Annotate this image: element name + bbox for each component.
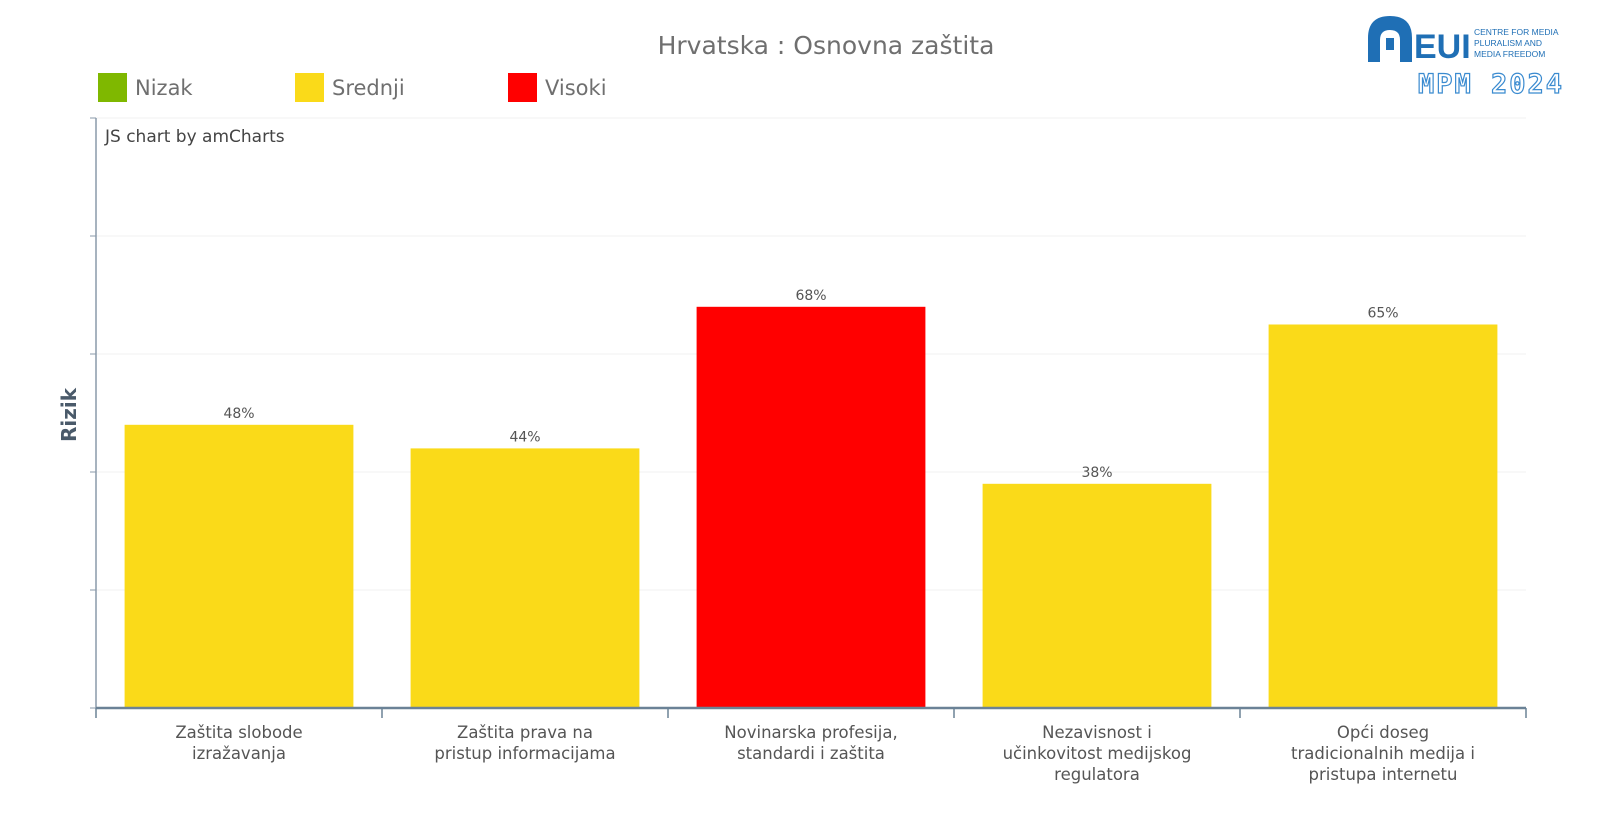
legend: Nizak Srednji Visoki [98,73,607,102]
value-label: 68% [795,288,826,304]
amcharts-credit: JS chart by amCharts [104,127,285,147]
category-labels: 48% Zaštita slobode izražavanja 44% Zaštita … [175,288,1475,784]
value-label: 65% [1367,306,1398,322]
category-label: pristupa internetu [1309,765,1458,784]
category-label: Opći doseg [1337,723,1429,742]
eui-mpm-logo: EUI CENTRE FOR MEDIA PLURALISM AND MEDIA… [1368,16,1564,101]
value-label: 38% [1081,465,1112,481]
value-label: 48% [223,406,254,422]
bar-5[interactable] [1268,324,1498,709]
category-label: izražavanja [192,744,286,763]
category-label: Novinarska profesija, [724,723,897,742]
logo-eui-text: EUI [1414,28,1471,66]
logo-line-3: MEDIA FREEDOM [1474,49,1545,59]
legend-label-visoki: Visoki [545,76,607,100]
value-label: 44% [509,429,540,445]
bars [124,306,1498,709]
legend-swatch-nizak [98,73,127,102]
category-label: učinkovitost medijskog [1003,744,1192,763]
category-label: Zaštita slobode [175,723,302,742]
logo-mpm-badge: MPM 2024 [1418,69,1564,100]
logo-line-1: CENTRE FOR MEDIA [1474,27,1559,37]
category-label: pristup informacijama [434,744,615,763]
category-label: Zaštita prava na [457,723,593,742]
chart-title: Hrvatska : Osnovna zaštita [658,31,995,60]
bar-2[interactable] [410,448,640,708]
bar-1[interactable] [124,424,354,708]
bar-3[interactable] [696,306,926,708]
logo-line-2: PLURALISM AND [1474,38,1542,48]
eui-arch-icon [1368,16,1412,62]
category-label: standardi i zaštita [737,744,885,763]
legend-label-nizak: Nizak [135,76,193,100]
bar-4[interactable] [982,483,1212,708]
legend-swatch-visoki [508,73,537,102]
category-label: regulatora [1054,765,1140,784]
legend-swatch-srednji [295,73,324,102]
legend-label-srednji: Srednji [332,76,405,100]
y-axis-label: Rizik [57,387,81,442]
axes [90,117,1527,718]
category-label: Nezavisnost i [1042,723,1152,742]
category-label: tradicionalnih medija i [1291,744,1475,763]
